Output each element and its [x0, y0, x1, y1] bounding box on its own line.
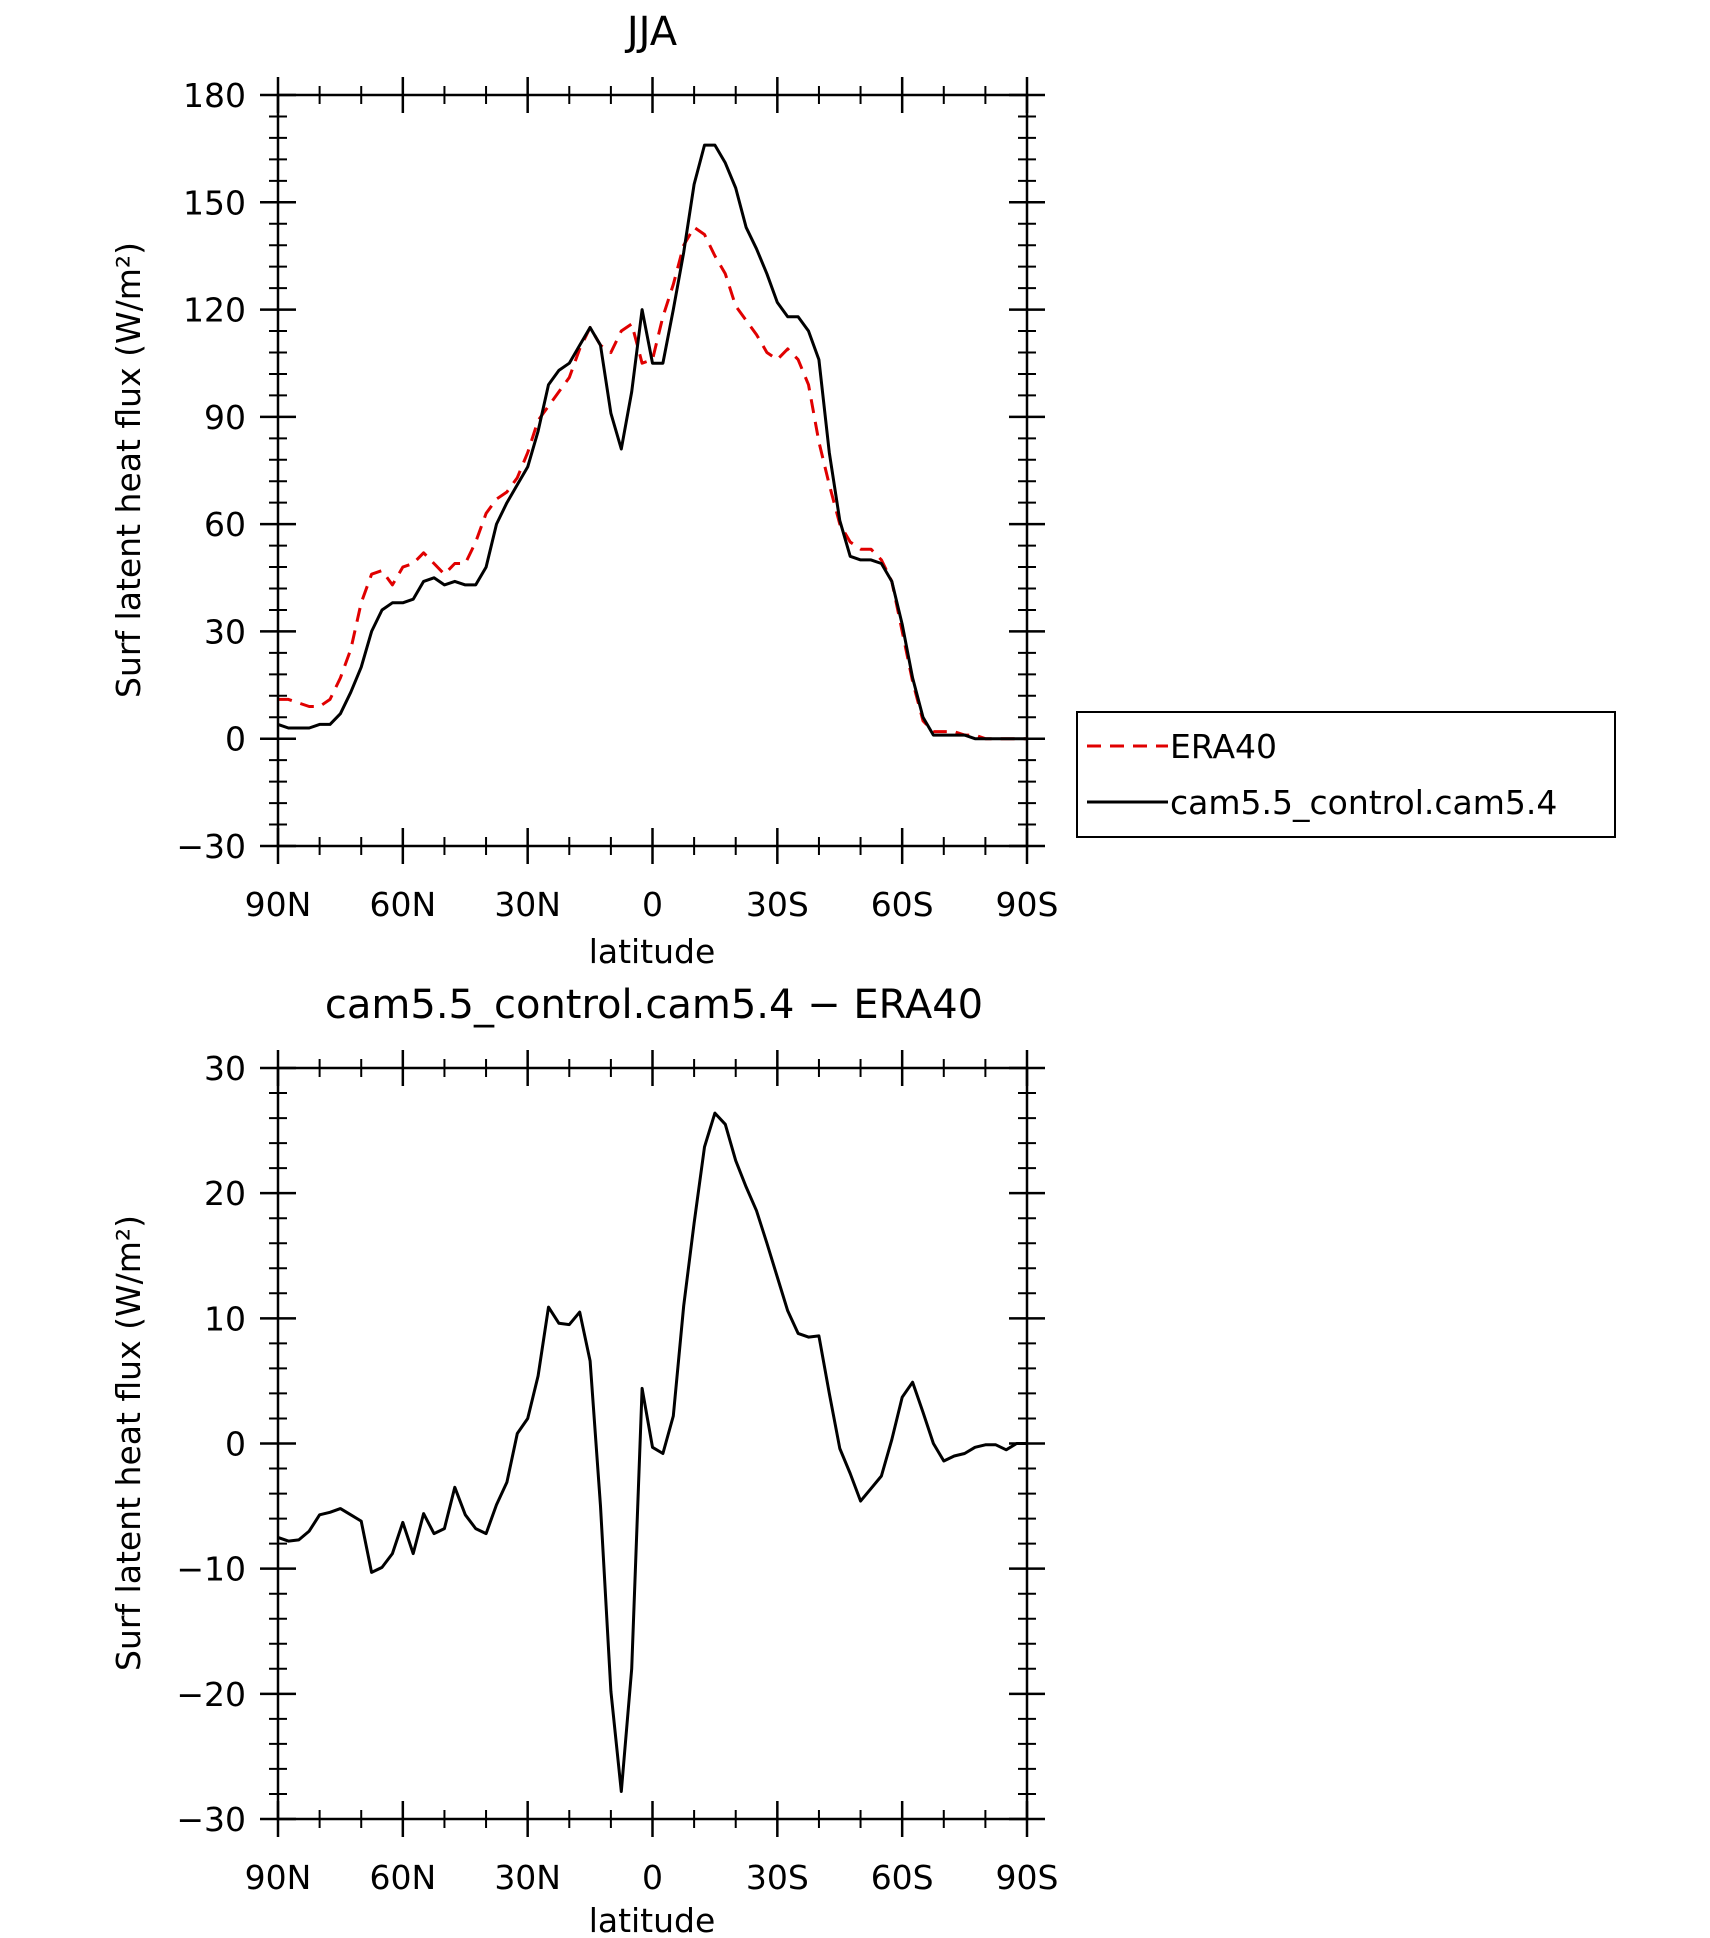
bottom-panel: cam5.5_control.cam5.4 − ERA40 90N 60N 30N 0…	[109, 982, 1059, 1938]
bottom-panel-y-tick-label: 10	[204, 1299, 246, 1338]
bottom-panel-y-tick-label: 30	[204, 1049, 246, 1088]
top-panel-x-tick-label: 30N	[494, 885, 561, 924]
top-panel-y-tick-label: −30	[176, 827, 246, 866]
bottom-panel-x-tick-label: 90S	[996, 1858, 1059, 1897]
bottom-panel-x-tick-label: 60N	[369, 1858, 436, 1897]
top-panel-x-tick-label: 30S	[746, 885, 809, 924]
bottom-panel-x-tick-labels: 90N 60N 30N 0 30S 60S 90S	[245, 1858, 1059, 1897]
bottom-panel-x-axis-label: latitude	[589, 1901, 716, 1933]
top-panel-x-tick-label: 60N	[369, 885, 436, 924]
bottom-panel-x-tick-label: 90N	[245, 1858, 312, 1897]
top-panel: JJA 90N 60N 30N 0 30S 60S 90S −30 0 30 60 90 120 150…	[109, 9, 1616, 971]
bottom-panel-series	[277, 1111, 1027, 1793]
bottom-panel-x-tick-label: 0	[642, 1858, 663, 1897]
top-panel-x-tick-label: 90S	[996, 885, 1059, 924]
bottom-panel-plot-frame	[276, 1066, 1029, 1821]
legend-model-label: cam5.5_control.cam5.4	[1170, 783, 1557, 822]
legend: ERA40 cam5.5_control.cam5.4	[1076, 711, 1616, 838]
top-panel-series	[277, 143, 1027, 741]
bottom-panel-x-tick-label: 30N	[494, 1858, 561, 1897]
top-panel-ticks	[260, 77, 1045, 864]
bottom-panel-y-axis-label: Surf latent heat flux (W/m²)	[109, 1215, 148, 1671]
bottom-panel-x-tick-label: 60S	[871, 1858, 934, 1897]
bottom-panel-title: cam5.5_control.cam5.4 − ERA40	[325, 982, 983, 1028]
top-panel-title: JJA	[624, 9, 678, 55]
top-panel-series-era40	[278, 225, 1027, 741]
top-panel-plot-frame	[276, 93, 1029, 848]
top-panel-y-tick-label: 30	[204, 612, 246, 651]
top-panel-x-axis-label: latitude	[589, 932, 716, 971]
bottom-panel-y-tick-label: −20	[176, 1675, 246, 1714]
top-panel-y-axis-label: Surf latent heat flux (W/m²)	[109, 242, 148, 698]
top-panel-y-tick-label: 120	[183, 291, 246, 330]
bottom-panel-y-tick-label: 20	[204, 1174, 246, 1213]
bottom-panel-y-tick-label: −30	[176, 1800, 246, 1839]
top-panel-x-tick-label: 0	[642, 885, 663, 924]
legend-box	[1076, 711, 1616, 838]
legend-era40-label: ERA40	[1170, 727, 1277, 766]
bottom-panel-y-tick-label: −10	[176, 1550, 246, 1589]
top-panel-y-tick-label: 90	[204, 398, 246, 437]
top-panel-y-tick-label: 180	[183, 76, 246, 115]
top-panel-x-tick-label: 60S	[871, 885, 934, 924]
top-panel-y-tick-label: 60	[204, 505, 246, 544]
bottom-panel-y-tick-label: 0	[225, 1425, 246, 1464]
bottom-panel-difference-line	[277, 1111, 1027, 1793]
top-panel-series-cam5-5-control-cam5-4	[277, 143, 1027, 741]
top-panel-x-tick-labels: 90N 60N 30N 0 30S 60S 90S	[245, 885, 1059, 924]
bottom-panel-y-tick-labels: −30 −20 −10 0 10 20 30	[176, 1049, 246, 1839]
top-panel-x-tick-label: 90N	[245, 885, 312, 924]
top-panel-y-tick-label: 150	[183, 183, 246, 222]
bottom-panel-x-tick-label: 30S	[746, 1858, 809, 1897]
top-panel-y-tick-label: 0	[225, 720, 246, 759]
top-panel-y-tick-labels: −30 0 30 60 90 120 150 180	[176, 76, 246, 866]
